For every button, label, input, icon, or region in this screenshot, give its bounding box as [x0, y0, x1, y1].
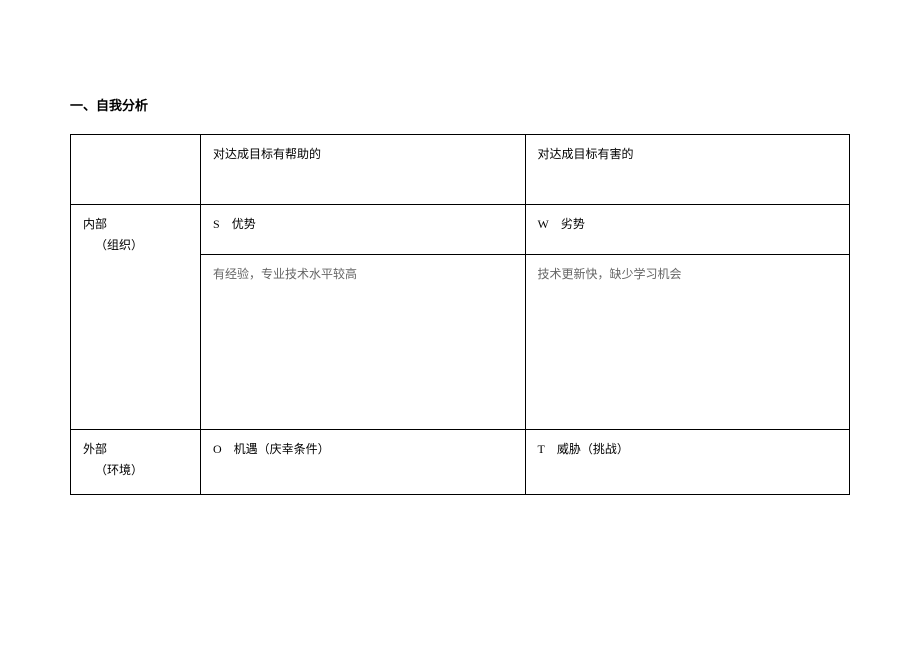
opportunities-header-cell: O 机遇（庆幸条件）: [201, 430, 526, 495]
t-letter: T: [538, 442, 545, 457]
internal-label-line2: （组织）: [83, 236, 188, 253]
header-harmful-cell: 对达成目标有害的: [525, 135, 850, 205]
swot-table: 对达成目标有帮助的 对达成目标有害的 内部 （组织） S 优势 W 劣势 有经验，专…: [70, 134, 850, 495]
external-label-line2: （环境）: [83, 461, 188, 478]
w-letter: W: [538, 217, 549, 232]
weaknesses-content-text: 技术更新快，缺少学习机会: [538, 267, 682, 281]
external-rowhead-cell: 外部 （环境）: [71, 430, 201, 495]
s-letter: S: [213, 217, 220, 232]
table-header-row: 对达成目标有帮助的 对达成目标有害的: [71, 135, 850, 205]
s-label: 优势: [232, 217, 256, 231]
document-page: 一、自我分析 对达成目标有帮助的 对达成目标有害的 内部 （组织） S 优势 W劣…: [0, 0, 920, 495]
strengths-header-cell: S 优势: [201, 205, 526, 255]
strengths-content-text: 有经验，专业技术水平较高: [213, 267, 357, 281]
header-empty-cell: [71, 135, 201, 205]
o-letter: O: [213, 442, 222, 457]
external-label-row: 外部 （环境） O 机遇（庆幸条件） T 威胁（挑战）: [71, 430, 850, 495]
internal-rowhead-cell: 内部 （组织）: [71, 205, 201, 430]
o-label: 机遇（庆幸条件）: [234, 442, 330, 456]
t-label: 威胁（挑战）: [557, 442, 629, 456]
internal-label-line1: 内部: [83, 215, 188, 232]
w-label: 劣势: [561, 217, 585, 231]
header-helpful-cell: 对达成目标有帮助的: [201, 135, 526, 205]
strengths-content-cell: 有经验，专业技术水平较高: [201, 255, 526, 430]
weaknesses-header-cell: W 劣势: [525, 205, 850, 255]
external-label-line1: 外部: [83, 440, 188, 457]
weaknesses-content-cell: 技术更新快，缺少学习机会: [525, 255, 850, 430]
section-heading: 一、自我分析: [70, 95, 850, 114]
internal-label-row: 内部 （组织） S 优势 W 劣势: [71, 205, 850, 255]
threats-header-cell: T 威胁（挑战）: [525, 430, 850, 495]
